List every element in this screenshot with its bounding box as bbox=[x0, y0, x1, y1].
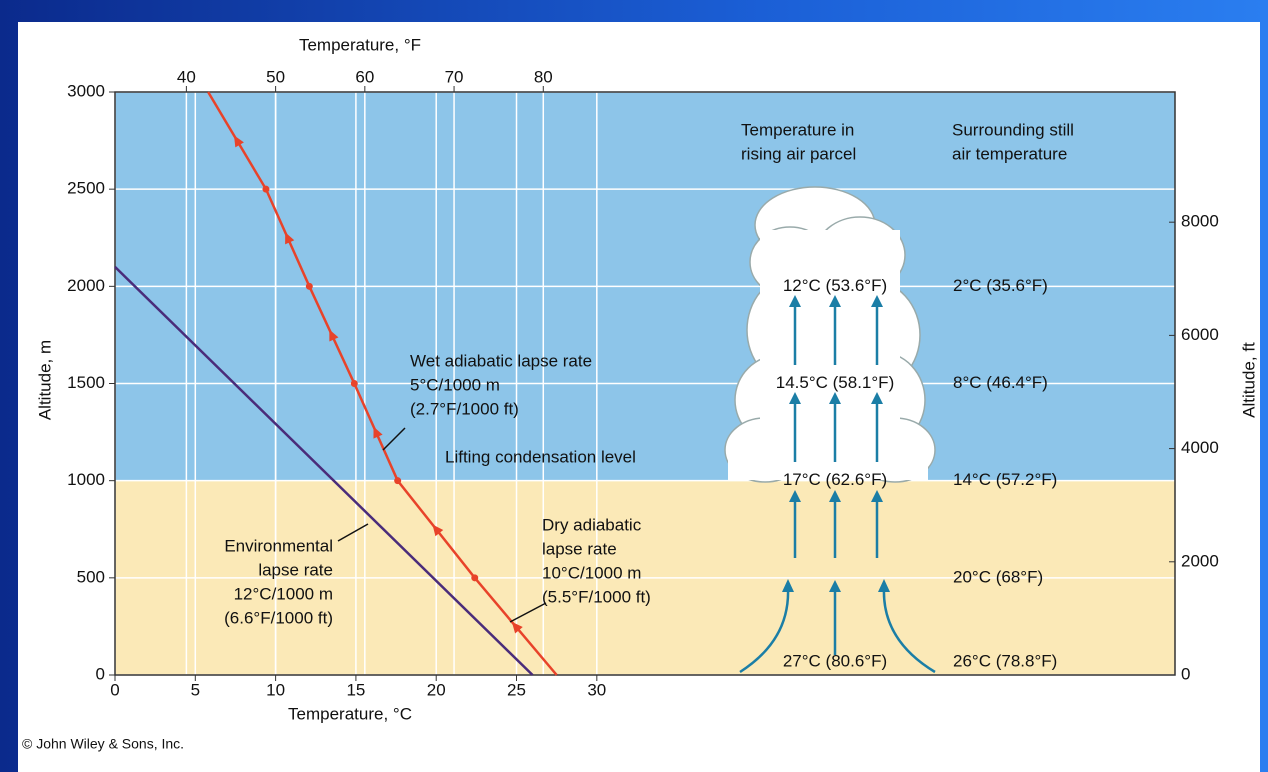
point bbox=[394, 477, 401, 484]
annotation: (2.7°F/1000 ft) bbox=[410, 399, 519, 418]
annotation: Dry adiabatic bbox=[542, 515, 642, 534]
y2-tick-label: 2000 bbox=[1181, 551, 1219, 570]
annotation: 5°C/1000 m bbox=[410, 375, 500, 394]
surrounding-temp: 20°C (68°F) bbox=[953, 567, 1043, 586]
x-tick-label: 0 bbox=[110, 680, 119, 699]
x-tick-label: 25 bbox=[507, 680, 526, 699]
parcel-temp: 14.5°C (58.1°F) bbox=[776, 373, 894, 392]
x2-tick-label: 40 bbox=[177, 67, 196, 86]
y-tick-label: 1500 bbox=[67, 373, 105, 392]
y-tick-label: 1000 bbox=[67, 470, 105, 489]
x-tick-label: 10 bbox=[266, 680, 285, 699]
chart: 0500100015002000250030000510152025304050… bbox=[0, 0, 1268, 772]
x-tick-label: 30 bbox=[587, 680, 606, 699]
credit: © John Wiley & Sons, Inc. bbox=[22, 736, 184, 752]
y-axis-label: Altitude, m bbox=[35, 340, 54, 420]
annotation: Lifting condensation level bbox=[445, 447, 636, 466]
y2-tick-label: 8000 bbox=[1181, 212, 1219, 231]
x-tick-label: 5 bbox=[191, 680, 200, 699]
point bbox=[471, 574, 478, 581]
y-tick-label: 3000 bbox=[67, 81, 105, 100]
surrounding-temp: 14°C (57.2°F) bbox=[953, 470, 1057, 489]
y2-axis-label: Altitude, ft bbox=[1239, 342, 1258, 418]
x2-tick-label: 70 bbox=[445, 67, 464, 86]
surrounding-heading: Surrounding still bbox=[952, 120, 1074, 139]
annotation: (5.5°F/1000 ft) bbox=[542, 587, 651, 606]
page: {"chart_data": {"type": "line", "xlabel"… bbox=[0, 0, 1268, 772]
x2-tick-label: 60 bbox=[355, 67, 374, 86]
y-tick-label: 2500 bbox=[67, 179, 105, 198]
y2-tick-label: 4000 bbox=[1181, 438, 1219, 457]
point bbox=[351, 380, 358, 387]
annotation: lapse rate bbox=[258, 560, 333, 579]
y-tick-label: 500 bbox=[77, 567, 105, 586]
parcel-heading: Temperature in bbox=[741, 120, 854, 139]
surrounding-heading: air temperature bbox=[952, 144, 1067, 163]
annotation: (6.6°F/1000 ft) bbox=[224, 608, 333, 627]
x-tick-label: 20 bbox=[427, 680, 446, 699]
surrounding-temp: 8°C (46.4°F) bbox=[953, 373, 1048, 392]
parcel-heading: rising air parcel bbox=[741, 144, 856, 163]
annotation: Wet adiabatic lapse rate bbox=[410, 351, 592, 370]
point bbox=[262, 186, 269, 193]
x2-axis-label: Temperature, °F bbox=[299, 35, 421, 54]
x2-tick-label: 50 bbox=[266, 67, 285, 86]
annotation: lapse rate bbox=[542, 539, 617, 558]
x-axis-label: Temperature, °C bbox=[288, 704, 412, 723]
annotation: 12°C/1000 m bbox=[234, 584, 333, 603]
annotation: 10°C/1000 m bbox=[542, 563, 641, 582]
parcel-temp: 17°C (62.6°F) bbox=[783, 470, 887, 489]
point bbox=[306, 283, 313, 290]
y2-tick-label: 0 bbox=[1181, 664, 1190, 683]
x2-tick-label: 80 bbox=[534, 67, 553, 86]
annotation: Environmental bbox=[224, 536, 333, 555]
y-tick-label: 0 bbox=[96, 664, 105, 683]
y2-tick-label: 6000 bbox=[1181, 325, 1219, 344]
parcel-temp: 27°C (80.6°F) bbox=[783, 651, 887, 670]
surrounding-temp: 2°C (35.6°F) bbox=[953, 276, 1048, 295]
parcel-temp: 12°C (53.6°F) bbox=[783, 276, 887, 295]
x-tick-label: 15 bbox=[346, 680, 365, 699]
surrounding-temp: 26°C (78.8°F) bbox=[953, 651, 1057, 670]
y-tick-label: 2000 bbox=[67, 276, 105, 295]
